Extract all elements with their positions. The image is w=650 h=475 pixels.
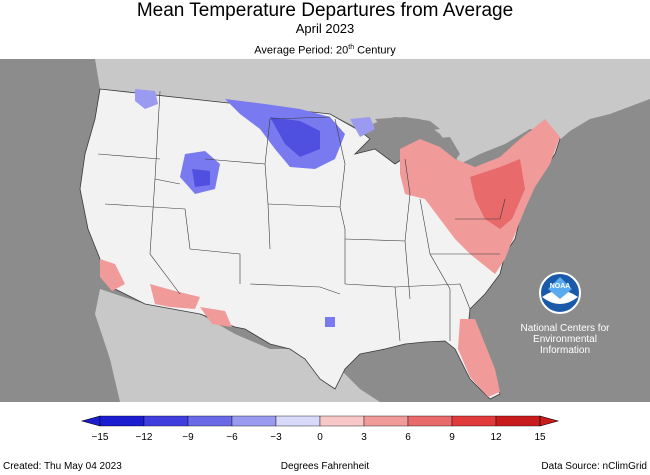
- data-source: Data Source: nClimGrid: [541, 461, 647, 472]
- noaa-logo-text: NOAA: [550, 283, 571, 290]
- color-legend: −15 −12 −9 −6 −3 0 3 6 9 12 15: [80, 415, 560, 443]
- average-period-prefix: Average Period: 20: [254, 44, 349, 57]
- legend-swatch: [143, 415, 189, 427]
- legend-swatch: [495, 415, 541, 427]
- temperature-map: NOAA: [0, 59, 650, 402]
- legend-arrow-low: [80, 415, 101, 427]
- agency-line-3: Information: [539, 345, 591, 356]
- legend-swatch: [187, 415, 233, 427]
- legend-tick-label: 15: [534, 432, 546, 443]
- legend-swatch: [363, 415, 409, 427]
- average-period-sup: th: [348, 44, 355, 51]
- legend-tick-label: −9: [182, 432, 194, 443]
- agency-line-2: Environmental: [533, 334, 597, 345]
- warm-anomaly-california: [100, 259, 125, 291]
- legend-tick-label: −3: [270, 432, 282, 443]
- average-period: Average Period: 20th Century: [0, 41, 650, 58]
- mexico-landmass: [100, 289, 380, 402]
- legend-tick-label: 9: [449, 432, 455, 443]
- degrees-label: Degrees Fahrenheit: [280, 461, 370, 472]
- legend-swatch: [99, 415, 145, 427]
- map-title: Mean Temperature Departures from Average: [136, 0, 514, 21]
- legend-swatch: [275, 415, 321, 427]
- legend-swatch: [231, 415, 277, 427]
- legend-tick-label: 3: [361, 432, 367, 443]
- baja-landmass: [95, 289, 145, 402]
- legend-tick-label: 6: [405, 432, 411, 443]
- state-boundaries: [97, 90, 506, 342]
- legend-tick-label: −6: [226, 432, 238, 443]
- canada-landmass: [95, 59, 650, 164]
- noaa-logo: NOAA: [539, 272, 581, 314]
- legend-swatch: [407, 415, 453, 427]
- legend-tick-label: 12: [490, 432, 502, 443]
- cool-anomaly-minnesota: [350, 117, 375, 137]
- warm-anomaly-southeast: [458, 319, 500, 397]
- legend-tick-label: −12: [136, 432, 153, 443]
- cool-anomaly-idaho: [135, 89, 158, 109]
- agency-line-1: National Centers for: [520, 323, 610, 334]
- warm-anomaly-southwest: [150, 284, 200, 309]
- legend-swatch: [451, 415, 497, 427]
- legend-swatch: [319, 415, 365, 427]
- warm-anomaly-mid-atlantic: [470, 159, 525, 229]
- lake-superior: [375, 117, 440, 131]
- cool-anomaly-north-dakota-core: [270, 117, 320, 157]
- warm-anomaly-new-mexico: [200, 307, 232, 327]
- cool-anomaly-texas: [325, 317, 335, 327]
- agency-name: National Centers for Environmental Infor…: [500, 323, 630, 356]
- legend-tick-label: 0: [317, 432, 323, 443]
- legend-arrow-high: [539, 415, 560, 427]
- map-subtitle: April 2023: [295, 21, 355, 36]
- created-date: Created: Thu May 04 2023: [3, 461, 122, 472]
- average-period-suffix: Century: [354, 44, 396, 57]
- cool-anomaly-wyoming-core: [192, 169, 210, 187]
- legend-tick-label: −15: [92, 432, 109, 443]
